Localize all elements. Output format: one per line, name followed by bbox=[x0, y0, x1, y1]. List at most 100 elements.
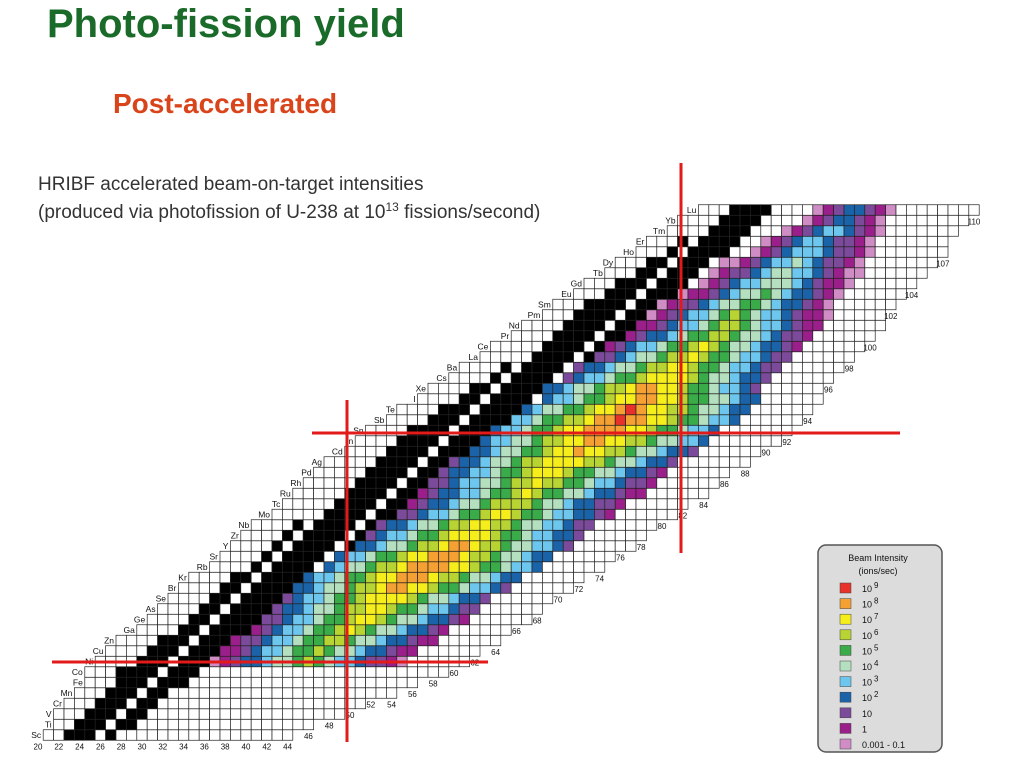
nuclide-cell bbox=[531, 529, 543, 542]
nuclide-cell bbox=[739, 330, 751, 342]
nuclide-cell bbox=[802, 256, 814, 269]
nuclide-cell bbox=[656, 330, 668, 342]
nuclide-cell bbox=[490, 519, 502, 531]
nuclide-cell bbox=[698, 246, 710, 258]
nuclide-cell bbox=[448, 582, 460, 594]
nuclide-cell bbox=[157, 729, 169, 741]
legend-swatch bbox=[839, 723, 852, 734]
nuclide-cell bbox=[292, 613, 304, 626]
nuclide-cell bbox=[718, 214, 730, 227]
nuclide-cell bbox=[271, 729, 283, 741]
nuclide-cell bbox=[240, 571, 252, 584]
nuclide-cell bbox=[302, 687, 314, 699]
nuclide-cell bbox=[926, 204, 938, 216]
nuclide-cell bbox=[74, 708, 86, 720]
nuclide-cell bbox=[594, 508, 606, 521]
nuclide-cell bbox=[791, 403, 803, 416]
nuclide-cell bbox=[406, 435, 418, 447]
nuclide-cell bbox=[885, 225, 897, 237]
nuclide-cell bbox=[770, 225, 782, 237]
nuclide-cell bbox=[521, 550, 533, 563]
nuclide-cell bbox=[625, 309, 637, 321]
nuclide-cell bbox=[843, 319, 855, 332]
nuclide-cell bbox=[365, 519, 377, 531]
nuclide-cell bbox=[178, 592, 190, 605]
nuclide-cell bbox=[708, 214, 720, 227]
nuclide-cell bbox=[656, 277, 668, 290]
nuclide-cell bbox=[406, 571, 418, 584]
nuclide-cell bbox=[604, 435, 616, 447]
nuclide-cell bbox=[94, 697, 106, 710]
nuclide-cell bbox=[729, 225, 741, 237]
nuclide-cell bbox=[230, 708, 242, 720]
nuclide-cell bbox=[188, 582, 200, 594]
nuclide-cell bbox=[417, 445, 429, 458]
nuclide-cell bbox=[542, 529, 554, 542]
nuclide-cell bbox=[313, 697, 325, 710]
nuclide-cell bbox=[635, 309, 647, 321]
nuclide-cell bbox=[209, 645, 221, 657]
nuclide-cell bbox=[687, 382, 699, 395]
nuclide-cell bbox=[562, 582, 574, 594]
neutron-label: 42 bbox=[262, 742, 271, 751]
nuclide-cell bbox=[531, 340, 543, 353]
legend-label: 0.001 - 0.1 bbox=[862, 740, 905, 750]
nuclide-cell bbox=[302, 666, 314, 678]
nuclide-cell bbox=[635, 445, 647, 458]
nuclide-cell bbox=[625, 466, 637, 479]
nuclide-cell bbox=[458, 372, 470, 384]
nuclide-cell bbox=[718, 330, 730, 342]
nuclide-cell bbox=[739, 225, 751, 237]
nuclide-cell bbox=[646, 309, 658, 321]
nuclide-cell bbox=[396, 645, 408, 657]
nuclide-cell bbox=[334, 456, 346, 468]
nuclide-cell bbox=[718, 267, 730, 279]
nuclide-cell bbox=[282, 729, 294, 741]
legend-swatch bbox=[839, 691, 852, 703]
nuclide-cell bbox=[313, 708, 325, 720]
nuclide-cell bbox=[666, 235, 678, 248]
nuclide-cell bbox=[240, 613, 252, 626]
nuclide-cell bbox=[510, 550, 522, 563]
nuclide-cell bbox=[105, 645, 117, 657]
nuclide-cell bbox=[386, 550, 398, 563]
nuclide-cell bbox=[115, 687, 127, 699]
nuclide-cell bbox=[375, 613, 387, 626]
nuclide-cell bbox=[282, 582, 294, 594]
nuclide-cell bbox=[375, 519, 387, 531]
nuclide-cell bbox=[687, 403, 699, 416]
nuclide-cell bbox=[531, 382, 543, 395]
nuclide-cell bbox=[261, 666, 273, 678]
nuclide-cell bbox=[500, 340, 512, 353]
nuclide-cell bbox=[646, 361, 658, 374]
nuclide-cell bbox=[521, 582, 533, 594]
nuclide-cell bbox=[292, 603, 304, 615]
nuclide-cell bbox=[666, 351, 678, 363]
nuclide-cell bbox=[469, 613, 481, 626]
element-label: Nd bbox=[509, 321, 520, 331]
nuclide-cell bbox=[334, 676, 346, 689]
nuclide-cell bbox=[271, 697, 283, 710]
nuclide-cell bbox=[438, 613, 450, 626]
nuclide-cell bbox=[271, 592, 283, 605]
nuclide-cell bbox=[542, 550, 554, 563]
nuclide-cell bbox=[542, 330, 554, 342]
nuclide-cell bbox=[490, 466, 502, 479]
nuclide-cell bbox=[656, 445, 668, 458]
nuclide-cell bbox=[386, 508, 398, 521]
nuclide-cell bbox=[739, 414, 751, 426]
nuclide-cell bbox=[937, 214, 949, 227]
nuclide-cell bbox=[594, 466, 606, 479]
nuclide-cell bbox=[677, 288, 689, 300]
nuclide-cell bbox=[167, 666, 179, 678]
nuclide-cell bbox=[188, 571, 200, 584]
nuclide-cell bbox=[604, 487, 616, 500]
nuclide-cell bbox=[791, 361, 803, 374]
nuclide-cell bbox=[386, 592, 398, 605]
nuclide-cell bbox=[219, 708, 231, 720]
nuclide-cell bbox=[406, 487, 418, 500]
nuclide-cell bbox=[188, 729, 200, 741]
nuclide-cell bbox=[136, 624, 148, 636]
nuclide-cell bbox=[469, 361, 481, 374]
